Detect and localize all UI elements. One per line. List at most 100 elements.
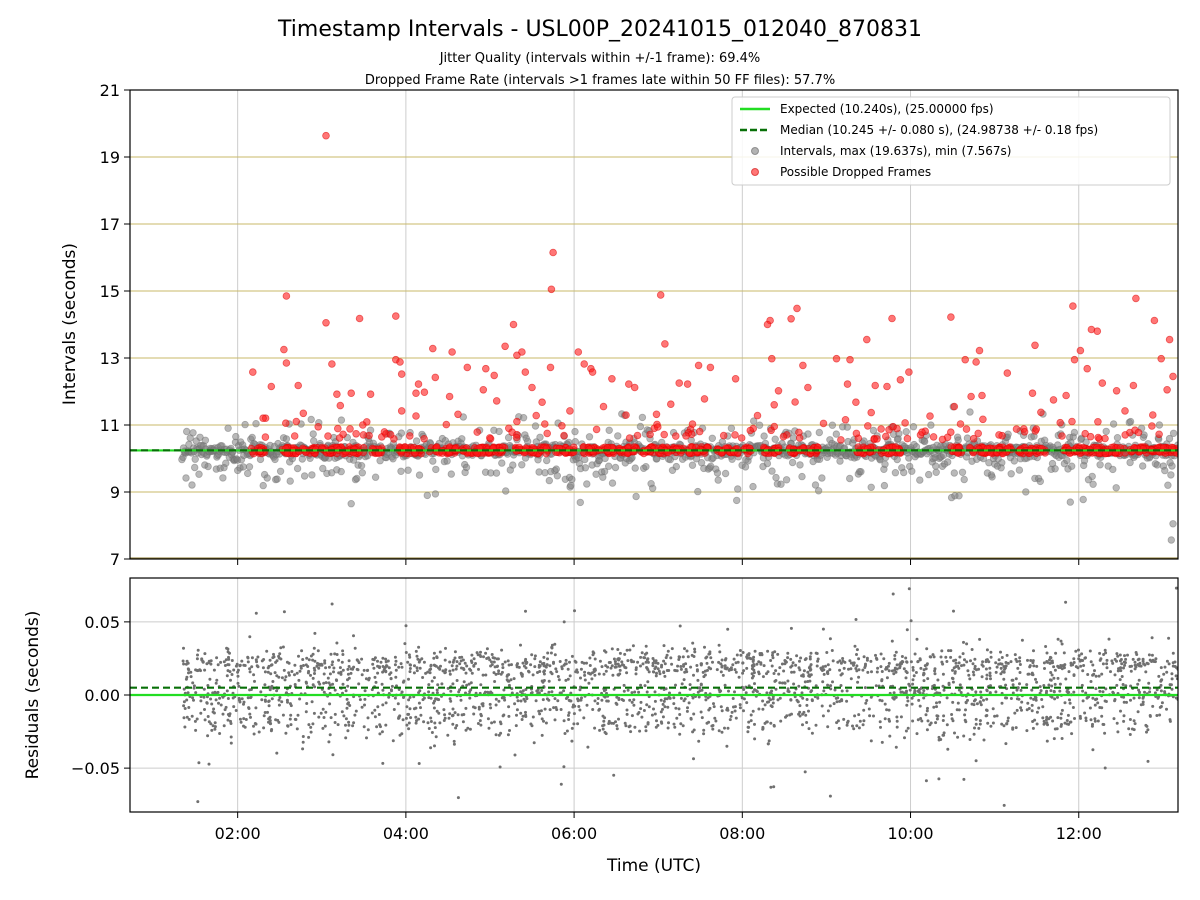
- residual-point: [774, 669, 778, 673]
- residual-point: [734, 716, 738, 720]
- residual-point: [437, 711, 441, 715]
- residual-point: [345, 706, 349, 710]
- residual-point: [875, 670, 879, 674]
- residual-point: [1027, 672, 1031, 676]
- interval-point: [1096, 461, 1104, 469]
- residual-point: [477, 667, 480, 671]
- residual-point: [820, 704, 824, 708]
- residual-point: [746, 730, 750, 734]
- residual-point: [1096, 719, 1100, 723]
- residual-point: [991, 707, 995, 711]
- dropped-frame-point: [652, 410, 661, 419]
- interval-point: [893, 455, 901, 464]
- residual-point: [828, 637, 832, 641]
- interval-point: [636, 422, 645, 431]
- interval-point: [1088, 472, 1096, 481]
- residual-point: [719, 705, 723, 709]
- residual-point: [187, 706, 191, 709]
- residual-point: [189, 670, 193, 674]
- residual-point: [185, 698, 189, 702]
- residual-point: [742, 669, 746, 673]
- intervals-y-tick-label: 17: [100, 215, 120, 234]
- residual-point: [904, 729, 908, 733]
- residual-point: [209, 697, 213, 701]
- residual-point: [925, 647, 929, 651]
- residual-point: [519, 711, 523, 715]
- residual-point: [1098, 651, 1102, 655]
- interval-point: [1167, 471, 1175, 479]
- residual-point: [275, 689, 279, 693]
- residual-point: [866, 670, 870, 674]
- residual-point: [455, 664, 459, 668]
- residual-point: [1029, 659, 1033, 662]
- residual-point: [682, 664, 685, 668]
- residual-point: [295, 671, 299, 675]
- residual-point: [961, 652, 965, 656]
- residual-point: [394, 675, 398, 679]
- residual-point: [1030, 703, 1034, 707]
- residual-point: [828, 794, 832, 798]
- interval-point: [263, 474, 271, 482]
- interval-point: [1167, 536, 1175, 544]
- residual-point: [872, 714, 875, 718]
- residual-point: [380, 730, 384, 734]
- residual-point: [390, 684, 394, 688]
- dropped-frame-point: [358, 421, 367, 429]
- residual-point: [816, 696, 820, 700]
- residual-point: [312, 711, 316, 715]
- interval-point: [204, 462, 212, 471]
- dropped-frame-point: [753, 411, 762, 420]
- residual-point: [317, 680, 321, 684]
- residual-point: [672, 722, 676, 726]
- residual-point: [795, 654, 799, 658]
- residual-point: [212, 668, 216, 672]
- residual-point: [1128, 665, 1132, 668]
- dropped-frame-point: [881, 432, 890, 441]
- residual-point: [1060, 667, 1064, 671]
- residual-point: [801, 723, 804, 727]
- residual-point: [274, 718, 278, 722]
- residual-point: [974, 759, 978, 763]
- interval-point: [614, 432, 622, 440]
- residual-point: [405, 705, 409, 709]
- residual-point: [252, 724, 255, 728]
- residual-point: [753, 722, 756, 726]
- residual-point: [567, 713, 570, 717]
- dropped-frame-point: [770, 422, 779, 431]
- residual-point: [455, 724, 459, 727]
- residual-point: [698, 686, 702, 690]
- residual-point: [639, 664, 642, 668]
- residual-point: [318, 663, 322, 667]
- residual-point: [666, 726, 670, 730]
- residual-point: [1142, 662, 1146, 666]
- residual-point: [696, 690, 700, 694]
- residual-point: [919, 717, 923, 720]
- dropped-frame-point: [1058, 432, 1066, 440]
- residual-point: [985, 677, 989, 681]
- interval-point: [905, 454, 913, 462]
- residual-point: [400, 732, 404, 736]
- residual-point: [972, 699, 976, 703]
- residual-point: [238, 664, 242, 668]
- dropped-frame-point: [1062, 391, 1070, 400]
- residual-point: [865, 656, 869, 660]
- interval-point: [509, 461, 517, 469]
- residual-point: [1110, 659, 1114, 663]
- dropped-frame-point: [972, 358, 980, 366]
- dropped-frame-point: [660, 430, 668, 439]
- residual-point: [1015, 708, 1019, 712]
- intervals-y-tick-label: 21: [100, 81, 120, 100]
- intervals-y-tick-label: 9: [110, 483, 120, 502]
- residual-point: [926, 706, 929, 710]
- residual-point: [509, 678, 513, 682]
- residual-point: [1031, 661, 1035, 665]
- residual-point: [947, 649, 950, 653]
- residual-point: [647, 670, 651, 674]
- residual-point: [271, 656, 275, 660]
- interval-point: [1066, 498, 1074, 506]
- residual-point: [904, 676, 908, 680]
- residual-point: [713, 716, 717, 720]
- interval-point: [1109, 465, 1117, 474]
- residual-point: [789, 657, 793, 661]
- residual-point: [298, 669, 302, 673]
